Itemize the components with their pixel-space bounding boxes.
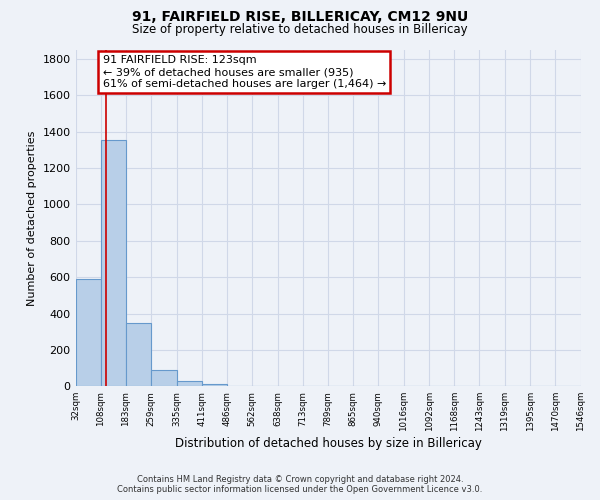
- Text: 91 FAIRFIELD RISE: 123sqm
← 39% of detached houses are smaller (935)
61% of semi: 91 FAIRFIELD RISE: 123sqm ← 39% of detac…: [103, 56, 386, 88]
- Bar: [101, 140, 126, 386]
- Text: 91, FAIRFIELD RISE, BILLERICAY, CM12 9NU: 91, FAIRFIELD RISE, BILLERICAY, CM12 9NU: [132, 10, 468, 24]
- X-axis label: Distribution of detached houses by size in Billericay: Distribution of detached houses by size …: [175, 437, 481, 450]
- Bar: [126, 322, 151, 386]
- Text: Contains HM Land Registry data © Crown copyright and database right 2024.
Contai: Contains HM Land Registry data © Crown c…: [118, 474, 482, 494]
- Y-axis label: Number of detached properties: Number of detached properties: [27, 130, 37, 306]
- Bar: [176, 381, 202, 386]
- Text: Size of property relative to detached houses in Billericay: Size of property relative to detached ho…: [132, 22, 468, 36]
- Bar: [202, 384, 227, 386]
- Bar: [151, 370, 176, 386]
- Bar: [76, 279, 101, 386]
